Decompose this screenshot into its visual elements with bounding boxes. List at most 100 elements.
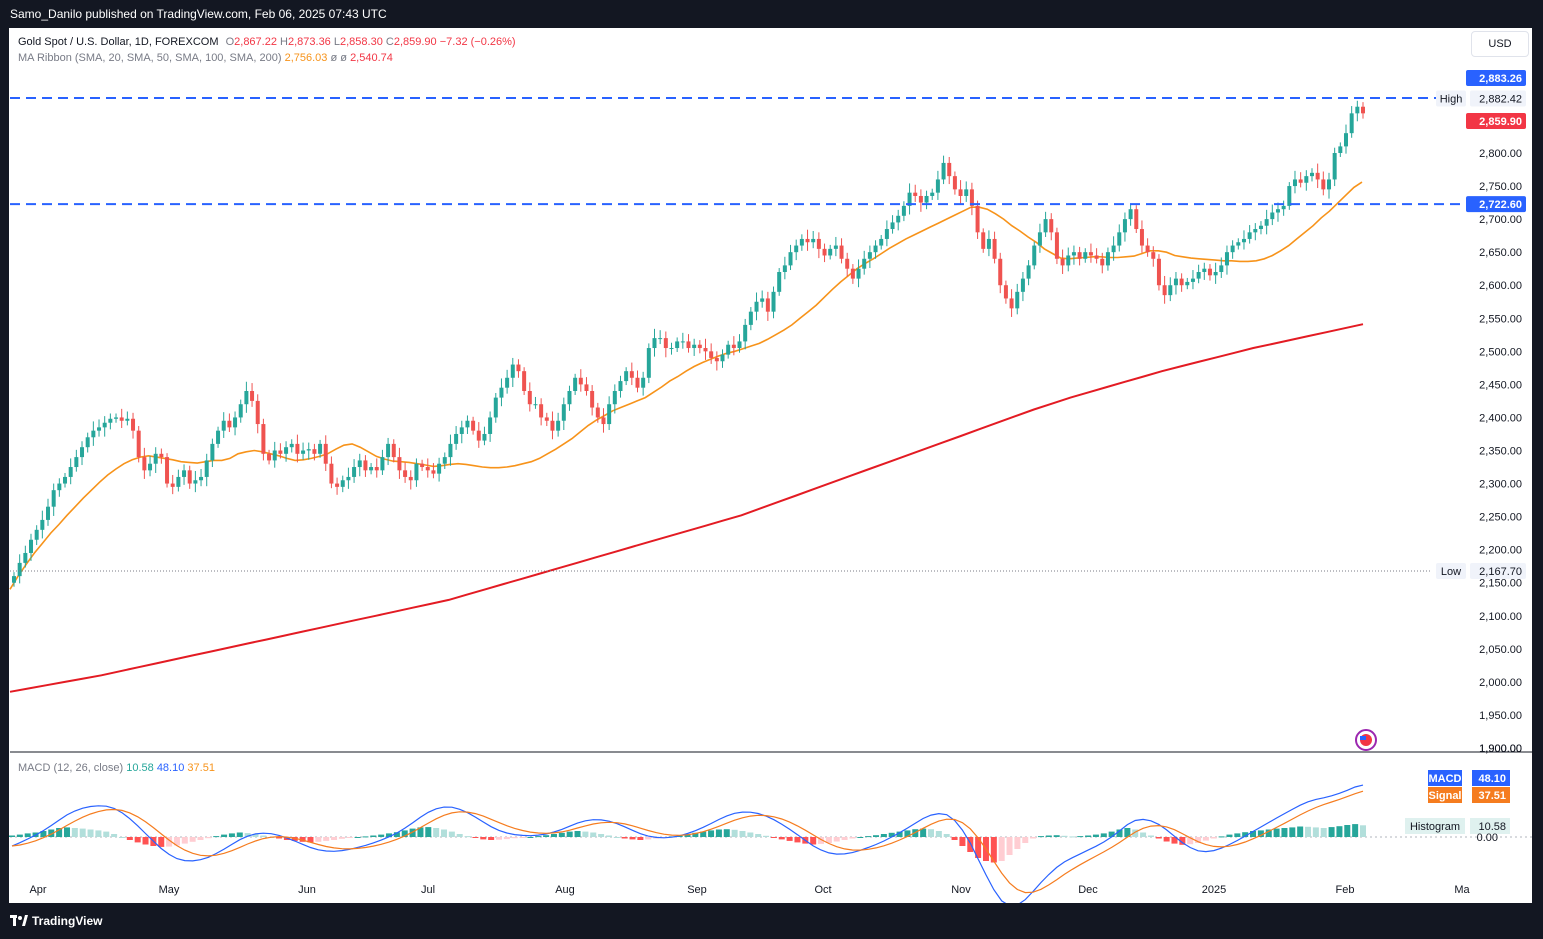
macd-legend: MACD (12, 26, close) 10.58 48.10 37.51 xyxy=(18,762,215,774)
candle-body xyxy=(867,252,872,259)
candle-body xyxy=(57,483,62,491)
histogram-tag: Histogram 10.58 xyxy=(1405,818,1510,834)
price-tick-label: 2,550.00 xyxy=(1479,313,1522,325)
macd-histogram-bar xyxy=(1336,826,1343,837)
candle-body xyxy=(12,576,16,583)
price-tick-label: 2,450.00 xyxy=(1479,379,1522,391)
tradingview-logo[interactable]: TradingView xyxy=(10,911,110,931)
candle-body xyxy=(1179,278,1184,286)
candle-body xyxy=(607,404,612,425)
macd-histogram-bar xyxy=(158,837,165,847)
candle-body xyxy=(964,189,969,196)
macd-histogram-bar xyxy=(629,837,636,840)
candle-body xyxy=(890,222,895,230)
macd-histogram-bar xyxy=(1116,829,1123,837)
open-label: O xyxy=(225,36,235,48)
candle-body xyxy=(1236,242,1241,246)
candle-body xyxy=(1361,106,1365,114)
histogram-tag-label: Histogram xyxy=(1410,821,1460,833)
candle-body xyxy=(748,311,753,325)
candle-body xyxy=(323,443,328,464)
high-tag-label: High xyxy=(1440,94,1463,106)
candle-body xyxy=(1083,252,1088,259)
macd-histogram-bar xyxy=(95,830,102,837)
candle-body xyxy=(204,460,209,477)
candle-body xyxy=(567,391,572,405)
histogram-value-bg xyxy=(1470,818,1510,834)
candle-body xyxy=(374,467,379,471)
publisher-text: Samo_Danilo published on TradingView.com… xyxy=(10,7,387,21)
candle-body xyxy=(278,450,283,454)
candle-body xyxy=(992,238,997,259)
candle-body xyxy=(1343,133,1348,147)
macd-histogram-bar xyxy=(535,836,542,838)
candle-body xyxy=(777,272,782,292)
macd-histogram-bar xyxy=(1045,835,1052,837)
candle-body xyxy=(1298,179,1303,183)
candle-body xyxy=(1321,179,1326,190)
candle-body xyxy=(1355,106,1360,114)
candle-body xyxy=(1207,268,1212,276)
candle-body xyxy=(658,338,663,340)
candle-body xyxy=(850,268,855,279)
candle-body xyxy=(816,238,821,249)
macd-histogram-bar xyxy=(990,837,997,863)
candle-body xyxy=(624,371,629,382)
macd-histogram-bar xyxy=(9,835,15,837)
macd-histogram-bar xyxy=(166,837,173,847)
candle-body xyxy=(425,467,430,471)
candle-body xyxy=(295,443,300,454)
macd-histogram-bar xyxy=(221,834,228,837)
candle-body xyxy=(1168,285,1173,296)
macd-histogram-bar xyxy=(951,837,958,840)
candle-body xyxy=(391,443,396,458)
candle-body xyxy=(1151,252,1156,259)
candle-body xyxy=(159,453,164,458)
candle-body xyxy=(170,483,175,487)
candle-body xyxy=(187,470,192,484)
candle-body xyxy=(618,381,623,391)
candle-body xyxy=(612,391,617,405)
candle-body xyxy=(1128,209,1133,220)
candle-body xyxy=(431,470,436,474)
candle-body xyxy=(153,453,158,464)
chart-frame[interactable] xyxy=(9,28,1532,903)
candle-body xyxy=(845,258,850,269)
macd-histogram-bar xyxy=(684,834,691,837)
candle-body xyxy=(1066,255,1071,266)
macd-histogram-bar xyxy=(1297,826,1304,837)
axes: 2,800.00 2,750.00 2,700.00 2,650.00 2,600.00… xyxy=(29,69,1526,896)
currency-button[interactable]: USD xyxy=(1471,31,1529,57)
macd-histogram-bar xyxy=(739,831,746,837)
candle-body xyxy=(23,552,28,563)
price-tick-label: 2,200.00 xyxy=(1479,545,1522,557)
macd-histogram-bar xyxy=(173,837,180,846)
candle-body xyxy=(873,245,878,253)
level-lines xyxy=(10,96,1462,572)
tradingview-logo-icon xyxy=(10,915,28,926)
candle-body xyxy=(369,467,374,471)
high-tag: High 2,882.42 xyxy=(1436,90,1526,107)
candle-body xyxy=(782,265,787,272)
histogram-tag-value: 10.58 xyxy=(1478,821,1506,833)
candle-body xyxy=(975,205,980,233)
macd-histogram-bar xyxy=(1312,827,1319,837)
candle-body xyxy=(85,437,90,448)
macd-histogram-bar xyxy=(1171,837,1178,844)
candle-body xyxy=(1037,232,1042,246)
macd-histogram-bar xyxy=(927,829,934,837)
macd-histogram-bar xyxy=(495,837,502,840)
macd-histogram-bar xyxy=(582,831,589,837)
macd-histogram-bar xyxy=(1226,834,1233,837)
candle-body xyxy=(448,443,453,458)
macd-histogram-bar xyxy=(833,837,840,842)
candle-body xyxy=(136,430,141,458)
candle-body xyxy=(119,417,124,421)
price-tick-label: 2,150.00 xyxy=(1479,578,1522,590)
macd-histogram-bar xyxy=(511,837,518,839)
open-value: 2,867.22 xyxy=(234,36,277,48)
ma200-value: 2,540.74 xyxy=(350,52,393,64)
candle-body xyxy=(397,457,402,471)
candle-body xyxy=(714,357,719,362)
